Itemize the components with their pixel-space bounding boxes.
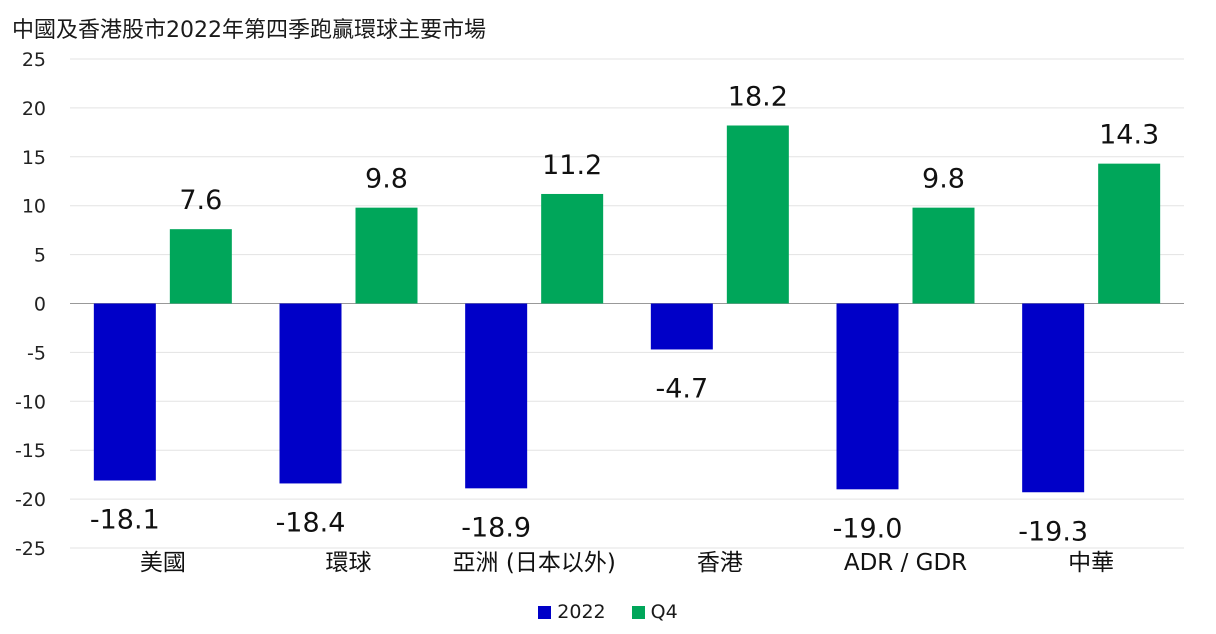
y-axis-ticks: 25 20 15 10 5 0 -5 -10 -15 -20 -25 — [15, 49, 46, 560]
category-label-1: 環球 — [326, 550, 372, 576]
data-label-2022-4: -19.0 — [833, 513, 903, 544]
bar-2022-0 — [93, 303, 156, 481]
category-label-3: 香港 — [697, 550, 743, 576]
category-label-5: 中華 — [1068, 550, 1114, 576]
gridlines — [70, 58, 1184, 549]
category-label-0: 美國 — [140, 550, 186, 576]
data-label-2022-0: -18.1 — [90, 505, 160, 536]
legend-item-2022: 2022 — [538, 601, 606, 623]
y-tick-label: 5 — [34, 245, 46, 267]
y-tick-label: -5 — [27, 342, 46, 364]
data-label-q4-4: 9.8 — [922, 164, 965, 195]
bar-2022-4 — [836, 303, 899, 490]
data-label-q4-1: 9.8 — [365, 164, 408, 195]
y-tick-label: -15 — [15, 440, 46, 462]
legend-item-q4: Q4 — [631, 601, 678, 623]
category-labels: 美國 環球 亞洲 (日本以外) 香港 ADR / GDR 中華 — [140, 550, 1114, 576]
bar-q4-2 — [541, 193, 604, 304]
data-label-q4-3: 18.2 — [728, 82, 788, 113]
data-labels: -18.1 7.6 -18.4 9.8 -18.9 11.2 -4.7 18.2 -19.0 9.… — [90, 82, 1159, 548]
legend-label-2022: 2022 — [557, 601, 606, 623]
legend: 2022 Q4 — [0, 601, 1216, 624]
bar-q4-1 — [355, 207, 418, 304]
y-tick-label: 20 — [22, 98, 46, 120]
y-tick-label: -25 — [15, 538, 46, 560]
chart-title: 中國及香港股市2022年第四季跑贏環球主要市場 — [12, 18, 486, 43]
data-label-2022-2: -18.9 — [461, 512, 531, 543]
data-label-2022-1: -18.4 — [276, 507, 346, 538]
legend-swatch-q4 — [631, 605, 645, 619]
bars — [93, 125, 1161, 493]
bar-2022-5 — [1022, 303, 1085, 493]
bar-2022-2 — [465, 303, 528, 489]
legend-label-q4: Q4 — [650, 601, 678, 623]
data-label-2022-3: -4.7 — [655, 373, 708, 404]
y-tick-label: -20 — [15, 489, 46, 511]
y-tick-label: 0 — [34, 294, 46, 316]
bar-2022-1 — [279, 303, 342, 484]
data-label-2022-5: -19.3 — [1018, 516, 1088, 547]
legend-swatch-2022 — [538, 605, 552, 619]
bar-q4-4 — [912, 207, 975, 304]
y-tick-label: 10 — [22, 196, 46, 218]
data-label-q4-2: 11.2 — [542, 150, 602, 181]
y-tick-label: 25 — [22, 49, 46, 71]
bar-q4-0 — [169, 229, 232, 304]
data-label-q4-0: 7.6 — [179, 185, 222, 216]
bar-2022-3 — [650, 303, 713, 350]
bar-q4-3 — [726, 125, 789, 304]
y-tick-label: -10 — [15, 391, 46, 413]
category-label-2: 亞洲 (日本以外) — [453, 550, 616, 576]
bar-q4-5 — [1098, 163, 1161, 304]
data-label-q4-5: 14.3 — [1099, 120, 1159, 151]
y-tick-label: 15 — [22, 147, 46, 169]
category-label-4: ADR / GDR — [844, 550, 967, 576]
